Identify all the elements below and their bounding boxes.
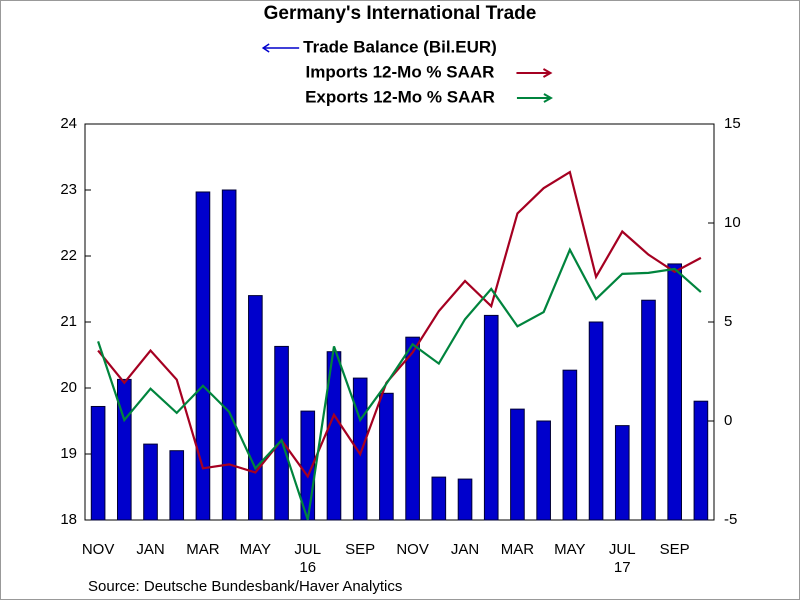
- x-tick-label: JAN: [136, 541, 164, 558]
- y2-tick-label: 0: [724, 412, 732, 429]
- legend-arrowhead: [261, 43, 270, 53]
- y-tick-label: 23: [60, 181, 77, 198]
- bar: [116, 378, 132, 521]
- x-tick-label: MAY: [554, 541, 585, 558]
- bar: [405, 336, 420, 521]
- bar: [457, 478, 473, 521]
- bar: [693, 400, 709, 521]
- x-tick-label: NOV: [82, 541, 115, 558]
- bar: [641, 299, 656, 521]
- source: Source: Deutsche Bundesbank/Haver Analyt…: [88, 578, 402, 595]
- y2-tick-label: 5: [724, 313, 732, 330]
- x-sublabel: 17: [614, 559, 631, 576]
- bar: [510, 408, 525, 521]
- x-tick-label: SEP: [660, 541, 690, 558]
- y-tick-label: 21: [60, 313, 77, 330]
- x-tick-label: JUL: [609, 541, 636, 558]
- x-tick-label: NOV: [396, 541, 429, 558]
- x-tick-label: JAN: [451, 541, 479, 558]
- x-tick-label: MAR: [186, 541, 220, 558]
- bar: [483, 314, 499, 521]
- y-tick-label: 22: [60, 247, 77, 264]
- x-tick-label: JUL: [294, 541, 321, 558]
- legend-arrowhead: [542, 68, 553, 78]
- bar: [562, 369, 578, 521]
- y-tick-label: 20: [60, 379, 77, 396]
- bar: [274, 345, 289, 521]
- y2-tick-label: 10: [724, 214, 741, 231]
- x-tick-label: MAY: [240, 541, 271, 558]
- legend-label: Exports 12-Mo % SAAR: [305, 87, 495, 106]
- legend-arrowhead: [543, 93, 553, 103]
- bar: [195, 191, 211, 521]
- x-tick-label: SEP: [345, 541, 375, 558]
- bar: [588, 321, 604, 521]
- y-tick-label: 19: [60, 445, 77, 462]
- bar: [431, 476, 447, 521]
- line: [97, 247, 702, 521]
- x-tick-label: MAR: [501, 541, 535, 558]
- bar: [667, 263, 683, 521]
- bar: [248, 295, 263, 521]
- bar: [143, 443, 158, 521]
- bar: [90, 405, 106, 521]
- legend-label: Trade Balance (Bil.EUR): [303, 37, 497, 56]
- y2-tick-label: -5: [724, 511, 737, 528]
- bar: [221, 189, 237, 521]
- legend-label: Imports 12-Mo % SAAR: [306, 62, 495, 81]
- bar: [614, 425, 630, 521]
- y-tick-label: 24: [60, 115, 77, 132]
- bar: [536, 420, 551, 521]
- line: [97, 170, 702, 479]
- chart-title: Germany's International Trade: [264, 3, 537, 24]
- y2-tick-label: 15: [724, 115, 741, 132]
- bar: [169, 450, 185, 521]
- bar: [379, 392, 394, 521]
- x-sublabel: 16: [299, 559, 316, 576]
- y-tick-label: 18: [60, 511, 77, 528]
